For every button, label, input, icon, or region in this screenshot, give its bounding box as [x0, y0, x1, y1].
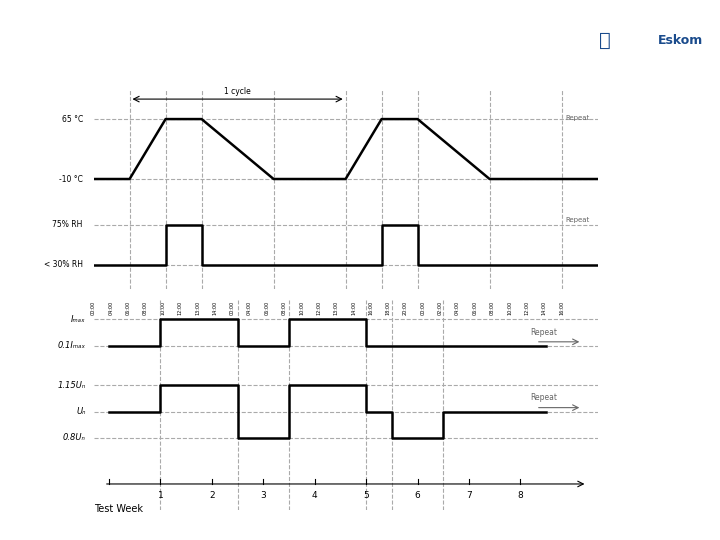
Text: 08:00: 08:00: [143, 301, 148, 315]
Text: 06:00: 06:00: [126, 301, 131, 315]
Text: 1: 1: [158, 490, 163, 500]
Text: 08:00: 08:00: [282, 301, 287, 315]
Text: 5: 5: [364, 490, 369, 500]
Text: OVERVIEW OF THE AEST PROCEDURE –: OVERVIEW OF THE AEST PROCEDURE –: [14, 15, 333, 29]
Text: 7: 7: [466, 490, 472, 500]
Text: 65 °C: 65 °C: [61, 114, 83, 124]
Text: < 30% RH: < 30% RH: [44, 260, 83, 269]
Text: 12:00: 12:00: [316, 301, 321, 315]
Text: -10 °C: -10 °C: [59, 174, 83, 184]
Text: 16:00: 16:00: [369, 301, 374, 315]
Text: 00:00: 00:00: [230, 301, 235, 315]
Text: 18:00: 18:00: [386, 301, 391, 315]
Text: Uₙ: Uₙ: [76, 407, 86, 416]
Text: Test Week: Test Week: [94, 504, 143, 514]
Text: 14:00: 14:00: [212, 301, 217, 315]
Text: 04:00: 04:00: [247, 301, 252, 315]
Text: 06:00: 06:00: [472, 301, 477, 315]
Text: 16:00: 16:00: [559, 301, 564, 315]
Text: 10:00: 10:00: [299, 301, 304, 315]
Text: 12:00: 12:00: [524, 301, 529, 315]
Text: ⓔ: ⓔ: [599, 31, 611, 50]
Text: 8: 8: [518, 490, 523, 500]
Text: 10:00: 10:00: [161, 301, 166, 315]
FancyBboxPatch shape: [565, 0, 720, 82]
Text: 6: 6: [415, 490, 420, 500]
Text: 13:00: 13:00: [195, 301, 200, 315]
Text: 1 cycle: 1 cycle: [224, 87, 251, 96]
Text: 0.8Uₙ: 0.8Uₙ: [63, 434, 86, 442]
Text: 06:00: 06:00: [264, 301, 269, 315]
Text: 04:00: 04:00: [109, 301, 114, 315]
Text: 4: 4: [312, 490, 318, 500]
Text: 14:00: 14:00: [541, 301, 546, 315]
Text: Repeat: Repeat: [531, 393, 558, 402]
Text: Iₘₐₓ: Iₘₐₓ: [71, 315, 86, 324]
Text: 75% RH: 75% RH: [53, 220, 83, 230]
Text: 00:00: 00:00: [91, 301, 96, 315]
Text: Repeat: Repeat: [531, 328, 558, 336]
Text: 02:00: 02:00: [438, 301, 443, 315]
Text: 12:00: 12:00: [178, 301, 183, 315]
Text: 13:00: 13:00: [334, 301, 339, 315]
Text: 08:00: 08:00: [490, 301, 495, 315]
Text: Eskom: Eskom: [658, 34, 703, 47]
Text: 00:00: 00:00: [420, 301, 426, 315]
Text: 20:00: 20:00: [403, 301, 408, 315]
Text: 10:00: 10:00: [507, 301, 512, 315]
Text: 3: 3: [261, 490, 266, 500]
Text: Repeat: Repeat: [565, 115, 590, 121]
Text: 1.15Uₙ: 1.15Uₙ: [58, 381, 86, 390]
Text: Repeat: Repeat: [565, 217, 590, 223]
Text: 2: 2: [209, 490, 215, 500]
Text: 14:00: 14:00: [351, 301, 356, 315]
Text: 04:00: 04:00: [455, 301, 460, 315]
Text: 0.1Iₘₐₓ: 0.1Iₘₐₓ: [58, 341, 86, 350]
Text: TEMPERATURE/HUMIDITY CYCLING: TEMPERATURE/HUMIDITY CYCLING: [14, 51, 299, 66]
